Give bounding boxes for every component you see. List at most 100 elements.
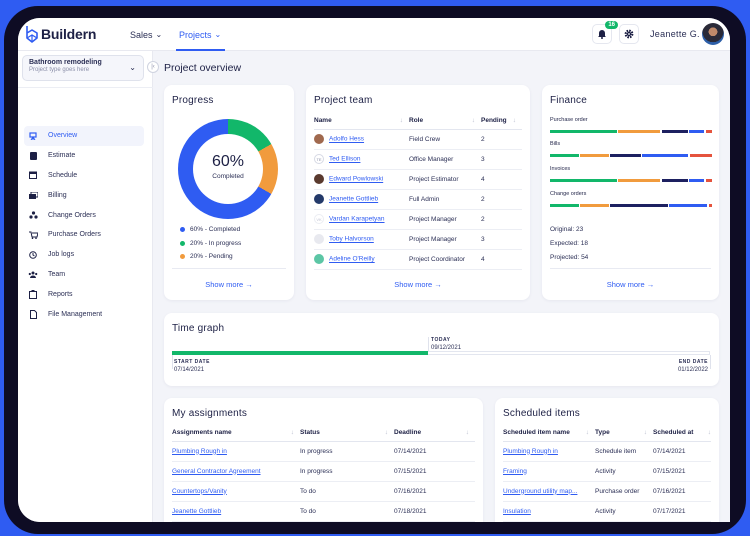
finance-bar-bills <box>550 154 712 157</box>
logo-icon <box>26 26 38 43</box>
table-row: Underground utility map... Purchase order… <box>503 481 711 502</box>
sidebar: Bathroom remodeling Project type goes he… <box>18 51 153 522</box>
user-name[interactable]: Jeanette G. <box>650 29 700 39</box>
table-row: Jeanette Gottlieb Full Admin 2 <box>314 189 522 210</box>
sidebar-item-billing[interactable]: Billing <box>24 185 144 205</box>
member-link[interactable]: Adeline O'Reilly <box>329 255 375 263</box>
scheduled-item-link[interactable]: Underground utility map... <box>503 487 578 495</box>
today-marker <box>428 337 429 351</box>
end-date: 01/12/2022 <box>677 367 708 373</box>
pending-cell: 4 <box>481 169 522 190</box>
scheduled-items-table: Scheduled item name ↓ Type ↓ Scheduled at ↓… <box>503 424 711 522</box>
scheduled-item-link[interactable]: Framing <box>503 467 527 475</box>
project-select-title: Bathroom remodeling <box>29 59 102 66</box>
sidebar-item-change-orders[interactable]: Change Orders <box>24 205 144 225</box>
column-header-scheduled-at[interactable]: Scheduled at ↓ <box>653 424 711 442</box>
assignment-link[interactable]: Plumbing Rough in <box>172 447 227 455</box>
legend-item: 20% - In progress <box>180 237 241 251</box>
notification-badge: 16 <box>605 21 618 29</box>
logo[interactable]: Buildern <box>25 25 96 43</box>
time-graph-track <box>172 351 710 355</box>
assignment-link[interactable]: General Contractor Agreement <box>172 467 261 475</box>
finance-bar-segment <box>669 204 708 207</box>
sidebar-item-label: Reports <box>48 290 73 298</box>
sidebar-item-team[interactable]: Team <box>24 265 144 285</box>
column-header-assignment-name[interactable]: Assignments name ↓ <box>172 424 300 442</box>
progress-donut-chart: 60% Completed <box>178 119 278 219</box>
column-header-role[interactable]: Role ↓ <box>409 112 481 130</box>
progress-show-more-link[interactable]: Show more → <box>164 280 294 289</box>
column-header-status[interactable]: Status ↓ <box>300 424 394 442</box>
role-cell: Project Manager <box>409 229 481 250</box>
team-show-more-link[interactable]: Show more → <box>306 280 530 289</box>
progress-percent: 60% <box>211 153 245 170</box>
notifications-button[interactable]: 16 <box>592 21 618 44</box>
finance-bar-segment <box>661 179 688 182</box>
status-cell: In progress <box>300 461 394 482</box>
role-cell: Field Crew <box>409 129 481 150</box>
change-orders-icon <box>28 210 38 220</box>
date-cell: 07/17/2021 <box>653 501 711 522</box>
settings-button[interactable] <box>619 24 639 44</box>
finance-bar-segment <box>642 154 689 157</box>
finance-show-more-link[interactable]: Show more → <box>542 280 719 289</box>
arrow-right-icon: → <box>245 280 253 289</box>
sidebar-item-label: Change Orders <box>48 211 96 219</box>
column-label: Status <box>300 428 320 436</box>
sidebar-item-purchase-orders[interactable]: Purchase Orders <box>24 225 144 245</box>
column-header-scheduled-item-name[interactable]: Scheduled item name ↓ <box>503 424 595 442</box>
sidebar-item-label: Job logs <box>48 251 75 259</box>
sidebar-item-overview[interactable]: Overview <box>24 126 144 146</box>
assignments-card: My assignments Assignments name ↓ Status ↓… <box>164 398 483 522</box>
member-link[interactable]: Ted Ellison <box>329 155 361 163</box>
sidebar-item-label: Billing <box>48 191 67 199</box>
sidebar-item-label: Purchase Orders <box>48 231 101 239</box>
sidebar-item-reports[interactable]: Reports <box>24 284 144 304</box>
user-avatar[interactable] <box>702 23 724 45</box>
sidebar-item-job-logs[interactable]: Job logs <box>24 245 144 265</box>
finance-bar-segment <box>550 130 617 133</box>
sidebar-item-label: Team <box>48 270 66 278</box>
show-more-label: Show more <box>205 280 244 289</box>
assignment-link[interactable]: Countertops/Vanity <box>172 487 227 495</box>
legend-item: 20% - Pending <box>180 250 241 264</box>
column-header-deadline[interactable]: Deadline ↓ <box>394 424 475 442</box>
type-cell: Purchase order <box>595 481 653 502</box>
app-name: Buildern <box>41 26 97 42</box>
table-row: Toby Halvorson Project Manager 3 <box>314 229 522 250</box>
role-cell: Project Coordinator <box>409 249 481 270</box>
type-cell: Activity <box>595 461 653 482</box>
member-link[interactable]: Jeanette Gottlieb <box>329 195 379 203</box>
sidebar-item-schedule[interactable]: Schedule <box>24 166 144 186</box>
column-header-pending[interactable]: Pending ↓ <box>481 112 522 130</box>
scheduled-item-link[interactable]: Plumbing Rough in <box>503 447 558 455</box>
app-window: Buildern Sales ⌄ Projects ⌄ 16 Jeanette … <box>18 18 730 522</box>
collapse-icon: |‹ <box>151 64 155 70</box>
status-cell: To do <box>300 481 394 502</box>
project-select[interactable]: Bathroom remodeling Project type goes he… <box>22 55 144 81</box>
sidebar-item-estimate[interactable]: Estimate <box>24 146 144 166</box>
divider <box>172 268 286 269</box>
deadline-cell: 07/14/2021 <box>394 441 475 462</box>
assignment-link[interactable]: Jeanette Gottlieb <box>172 507 222 515</box>
column-header-name[interactable]: Name ↓ <box>314 112 409 130</box>
column-header-type[interactable]: Type ↓ <box>595 424 653 442</box>
clipboard-icon <box>28 289 38 299</box>
scheduled-item-link[interactable]: Insulation <box>503 507 531 515</box>
avatar: VK <box>314 214 324 224</box>
table-row: General Contractor Agreement In progress 0… <box>172 461 475 482</box>
member-link[interactable]: Edward Powlowski <box>329 175 384 183</box>
nav-projects-label: Projects <box>179 29 212 40</box>
sidebar-menu: Overview Estimate Schedule Billing Chang… <box>24 126 144 324</box>
sidebar-item-file-management[interactable]: File Management <box>24 304 144 324</box>
member-link[interactable]: Toby Halvorson <box>329 235 374 243</box>
member-link[interactable]: Vardan Karapetyan <box>329 215 385 223</box>
nav-sales[interactable]: Sales ⌄ <box>130 18 162 51</box>
scheduled-items-card: Scheduled items Scheduled item name ↓ Typ… <box>495 398 719 522</box>
finance-bar-segment <box>550 204 579 207</box>
pending-cell: 2 <box>481 189 522 210</box>
member-link[interactable]: Adolfo Hess <box>329 135 365 143</box>
sidebar-item-label: Schedule <box>48 171 78 179</box>
collapse-sidebar-button[interactable]: |‹ <box>147 61 159 73</box>
nav-projects[interactable]: Projects ⌄ <box>175 18 226 51</box>
